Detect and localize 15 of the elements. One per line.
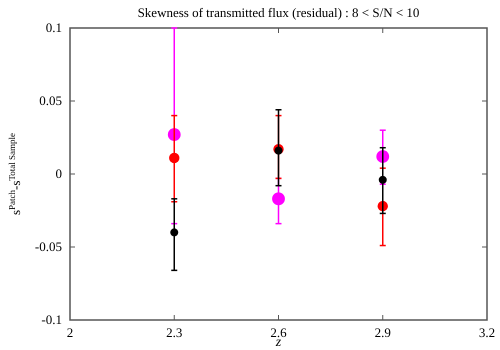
x-tick-label: 2.6	[270, 325, 288, 340]
x-tick-label: 2.9	[374, 325, 391, 340]
point	[272, 192, 285, 206]
x-tick-label: 2	[66, 325, 74, 340]
chart-title: Skewness of transmitted flux (residual) : 8 < S/N < 10	[138, 5, 420, 20]
y-tick-label: 0.05	[39, 93, 62, 108]
y-tick-label: 0	[56, 166, 62, 181]
y-tick-label: 0.1	[46, 20, 62, 35]
y-tick-label: -0.1	[41, 312, 62, 327]
x-tick-label: 2.3	[166, 325, 182, 340]
x-tick-label: 3.2	[478, 325, 496, 340]
point	[169, 152, 180, 164]
y-tick-label: -0.05	[34, 239, 62, 254]
point	[274, 146, 282, 155]
point	[170, 228, 178, 236]
